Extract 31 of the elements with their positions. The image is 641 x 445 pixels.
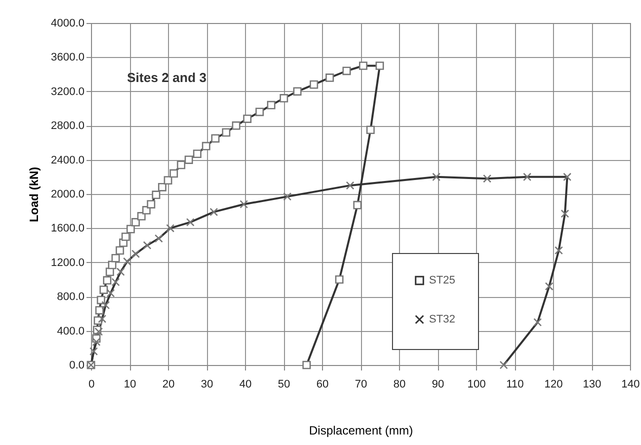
y-tick-label: 2800.0 <box>50 120 84 132</box>
y-axis-title: Load (kN) <box>26 166 41 222</box>
x-tick-label: 60 <box>316 378 329 390</box>
x-tick-label: 50 <box>278 378 290 390</box>
y-tick-label: 2000.0 <box>50 188 84 200</box>
x-tick-label: 80 <box>393 378 406 390</box>
annotation: Sites 2 and 3 <box>127 70 206 85</box>
x-tick-label: 130 <box>582 378 602 390</box>
x-tick-label: 10 <box>124 378 136 390</box>
y-tick-label: 0.0 <box>69 360 84 372</box>
x-tick-label: 40 <box>239 378 252 390</box>
x-tick-label: 120 <box>544 378 563 390</box>
x-axis-title: Displacement (mm) <box>308 424 414 438</box>
y-tick-label: 4000.0 <box>50 18 84 30</box>
x-tick-label: 30 <box>200 378 214 390</box>
y-tick-label: 800.0 <box>56 291 84 304</box>
y-tick-label: 2400.0 <box>50 154 84 166</box>
x-tick-label: 70 <box>354 378 368 390</box>
x-tick-label: 0 <box>88 378 95 390</box>
y-tick-label: 1600.0 <box>50 222 84 235</box>
x-tick-label: 110 <box>506 378 524 390</box>
x-tick-label: 100 <box>467 378 486 390</box>
legend-label: ST25 <box>429 274 456 286</box>
y-tick-label: 3600.0 <box>50 52 84 64</box>
x-tick-label: 20 <box>162 378 175 390</box>
y-tick-label: 400.0 <box>56 325 84 338</box>
x-tick-label: 90 <box>432 378 444 390</box>
legend-label: ST32 <box>429 314 456 326</box>
x-tick-label: 140 <box>621 378 640 390</box>
y-tick-label: 1200.0 <box>50 256 84 269</box>
y-tick-label: 3200.0 <box>50 86 84 98</box>
